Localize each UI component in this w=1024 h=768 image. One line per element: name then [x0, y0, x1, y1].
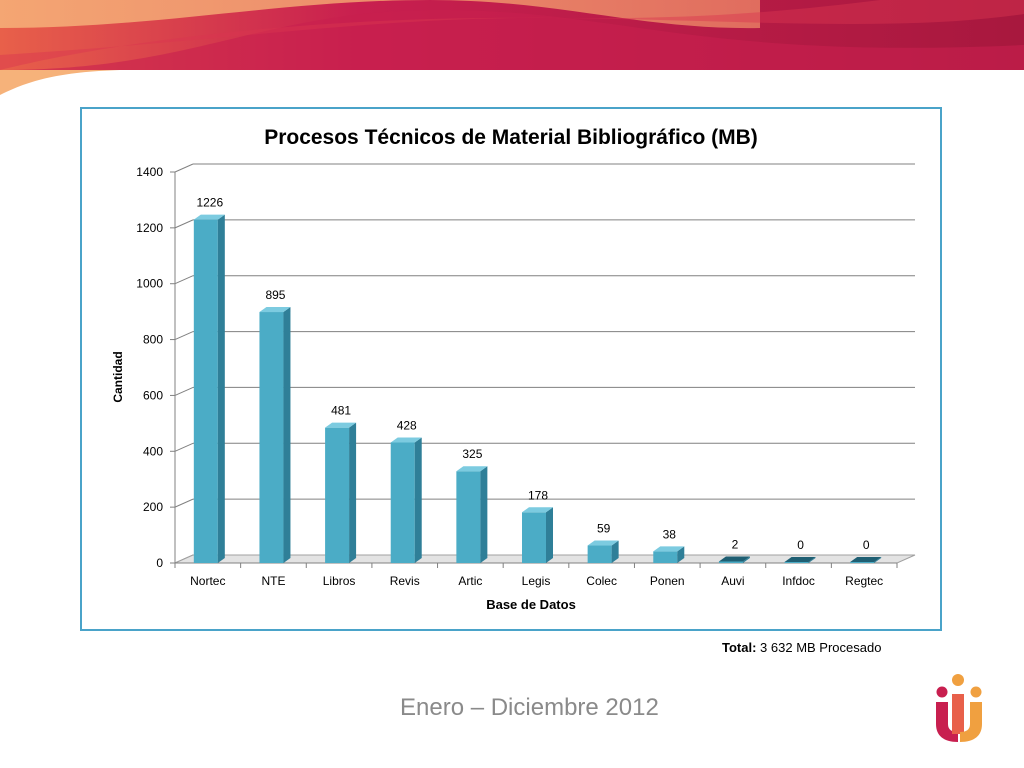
bar-side: [874, 557, 882, 563]
bar-group: [193, 214, 225, 563]
bar: [653, 551, 678, 563]
bar-group: [522, 507, 553, 563]
data-label: 428: [397, 418, 417, 432]
x-axis-ticks: Nortec NTE Libros Revis Artic Legis Colec Ponen…: [174, 563, 898, 588]
bar-group: [259, 307, 291, 563]
bar: [784, 562, 809, 563]
gridline-depth: [174, 331, 194, 341]
x-tick-label: Auvi: [721, 574, 744, 588]
total-summary: Total: 3 632 MB Procesado: [722, 640, 881, 655]
bar-side: [480, 466, 488, 563]
bar-side: [414, 437, 422, 563]
x-tick-label: Legis: [522, 574, 551, 588]
bar-group: [784, 557, 816, 563]
x-tick-label: Libros: [323, 574, 356, 588]
gridline-depth: [174, 219, 194, 229]
y-tick-label: 1400: [136, 165, 163, 179]
bar-group: [587, 540, 619, 563]
bar-side: [546, 507, 553, 563]
bar: [718, 561, 743, 563]
bar-top: [850, 557, 882, 562]
data-label: 38: [663, 527, 677, 541]
data-label: 59: [597, 522, 611, 536]
bar-group: [456, 466, 488, 563]
bar-side: [742, 556, 750, 563]
bar: [259, 312, 284, 563]
bar-top: [456, 466, 488, 472]
x-tick-label: Regtec: [845, 574, 883, 588]
bar-side: [349, 422, 357, 563]
total-value: 3 632 MB Procesado: [760, 640, 882, 655]
y-tick-label: 400: [143, 444, 163, 458]
y-tick-label: 200: [143, 500, 163, 514]
chart-title: Procesos Técnicos de Material Bibliográf…: [264, 126, 758, 149]
data-label: 1226: [196, 196, 223, 210]
data-label: 895: [265, 288, 285, 302]
gridline-depth: [174, 386, 194, 396]
data-label: 0: [863, 538, 870, 552]
x-tick-label: NTE: [261, 574, 285, 588]
bar-group: [390, 437, 422, 563]
data-label: 0: [797, 538, 804, 552]
x-tick-label: Infdoc: [782, 574, 815, 588]
gridline-depth: [174, 442, 194, 452]
data-label: 2: [732, 537, 739, 551]
bar: [850, 562, 875, 563]
bar-side: [611, 540, 619, 563]
bar-top: [193, 214, 225, 220]
gridline-depth: [174, 163, 194, 173]
bar-top: [653, 546, 685, 552]
bar-side: [808, 557, 816, 563]
total-label: Total:: [722, 640, 757, 655]
bar-top: [390, 437, 422, 443]
bar-chart: Procesos Técnicos de Material Bibliográf…: [111, 126, 916, 612]
period-subtitle: Enero – Diciembre 2012: [400, 694, 659, 721]
organization-logo: [936, 674, 982, 742]
bar: [587, 545, 612, 563]
bar-top: [522, 507, 553, 513]
y-tick-label: 1000: [136, 277, 163, 291]
data-label: 481: [331, 404, 351, 418]
bar-group: [325, 422, 357, 563]
y-tick-label: 600: [143, 388, 163, 402]
x-axis-label: Base de Datos: [486, 597, 576, 612]
x-tick-label: Colec: [586, 574, 617, 588]
x-tick-label: Ponen: [650, 574, 685, 588]
bar: [325, 427, 350, 563]
y-axis-ticks: 0 200 400 600 800 1000 1200 1400: [136, 165, 176, 570]
bar-top: [587, 540, 619, 546]
bar-group: [653, 546, 685, 563]
x-tick-label: Nortec: [190, 574, 225, 588]
bar: [522, 512, 546, 563]
gridline-depth: [174, 498, 194, 508]
bar-side: [677, 546, 685, 563]
x-tick-label: Artic: [458, 574, 482, 588]
bar-top: [718, 556, 750, 562]
x-tick-label: Revis: [390, 574, 420, 588]
bar-group: [850, 557, 882, 563]
bar: [193, 219, 218, 563]
header-banner: [0, 0, 1024, 95]
bar-top: [259, 307, 291, 313]
bar-side: [217, 214, 225, 563]
data-label: 325: [462, 447, 482, 461]
bar-side: [283, 307, 291, 563]
bar: [456, 471, 481, 563]
bar-group: [718, 556, 750, 563]
y-tick-label: 1200: [136, 221, 163, 235]
data-label: 178: [528, 488, 548, 502]
y-tick-label: 800: [143, 333, 163, 347]
gridline-depth: [174, 275, 194, 285]
bar-top: [325, 422, 357, 428]
bar-top: [784, 557, 816, 562]
y-axis-label: Cantidad: [111, 351, 125, 402]
bars: 1226 895 481 428 325 178 59 38 2 0 0: [193, 196, 882, 563]
y-tick-label: 0: [156, 556, 163, 570]
bar: [390, 442, 415, 563]
